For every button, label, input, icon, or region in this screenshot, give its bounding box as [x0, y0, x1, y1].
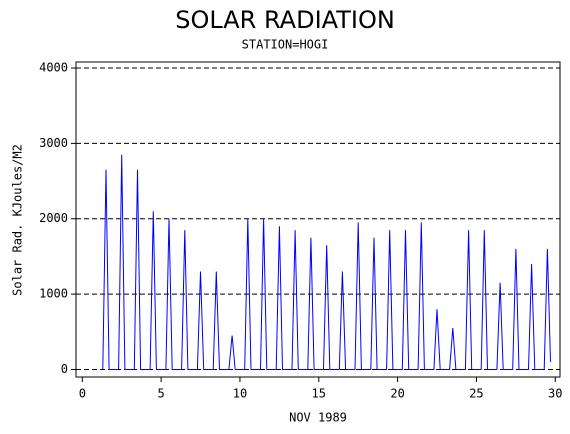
x-tick-label: 15: [312, 387, 326, 401]
x-tick-label: 5: [158, 387, 165, 401]
y-axis-label: Solar Rad. KJoules/M2: [11, 144, 25, 296]
chart-subtitle: STATION=HOGI: [242, 38, 329, 52]
y-tick-label: 3000: [39, 136, 68, 150]
plot-frame: [75, 61, 561, 378]
x-tick-label: 20: [390, 387, 404, 401]
chart-title: SOLAR RADIATION: [175, 6, 395, 34]
y-tick-label: 0: [61, 362, 68, 376]
y-tick-label: 2000: [39, 211, 68, 225]
y-tick-label: 1000: [39, 287, 68, 301]
x-axis-label: NOV 1989: [289, 411, 347, 425]
y-tick-label: 4000: [39, 61, 68, 75]
x-tick-label: 30: [548, 387, 562, 401]
x-tick-label: 25: [469, 387, 483, 401]
x-tick-label: 10: [233, 387, 247, 401]
x-tick-label: 0: [79, 387, 86, 401]
data-line: [102, 154, 551, 370]
